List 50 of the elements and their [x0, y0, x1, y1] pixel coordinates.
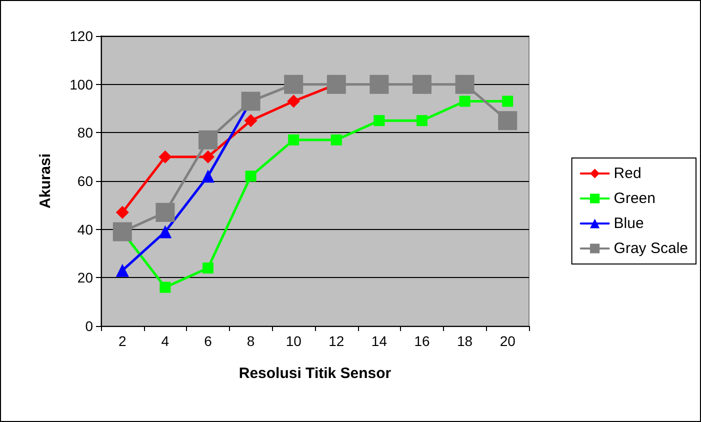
point — [158, 150, 172, 164]
legend-label: Gray Scale — [614, 240, 688, 257]
y-tick-label: 120 — [70, 28, 94, 44]
y-tick-label: 0 — [85, 318, 94, 334]
point — [202, 150, 214, 164]
x-axis-title: Resolusi Titik Sensor — [238, 365, 392, 382]
point — [326, 74, 346, 94]
point — [455, 74, 474, 94]
point — [288, 134, 300, 146]
y-tick-label: 20 — [77, 270, 94, 286]
x-tick-label: 2 — [118, 333, 126, 349]
y-tick-label: 40 — [77, 221, 94, 238]
x-tick-label: 4 — [161, 333, 170, 349]
point — [241, 92, 260, 111]
point — [459, 96, 470, 107]
point — [498, 111, 518, 130]
point — [116, 264, 129, 277]
y-axis-title: Akurasi — [37, 153, 54, 209]
legend-label: Red — [614, 165, 642, 182]
x-tick-label: 18 — [457, 333, 473, 349]
point — [156, 202, 175, 222]
x-tick-label: 16 — [414, 333, 430, 349]
point — [158, 225, 172, 238]
x-tick-label: 6 — [204, 333, 212, 349]
point — [416, 115, 428, 126]
point — [245, 170, 256, 182]
x-tick-label: 14 — [371, 333, 388, 349]
point — [287, 94, 300, 108]
legend-label: Green — [614, 190, 656, 207]
point — [160, 282, 171, 293]
point — [112, 222, 132, 242]
x-tick-label: 20 — [500, 333, 516, 349]
x-tick-label: 8 — [246, 333, 255, 349]
point — [374, 115, 385, 126]
point — [370, 74, 389, 94]
point — [198, 130, 218, 150]
y-tick-label: 80 — [77, 124, 94, 141]
point — [202, 262, 214, 274]
point — [202, 170, 214, 183]
legend-label: Blue — [614, 215, 644, 232]
point — [502, 96, 514, 107]
point — [412, 74, 432, 94]
point — [116, 206, 129, 219]
y-tick-label: 60 — [77, 173, 94, 189]
y-tick-label: 100 — [70, 76, 94, 92]
point — [284, 74, 304, 94]
x-tick-label: 10 — [286, 333, 302, 349]
x-tick-label: 12 — [328, 333, 344, 349]
point — [330, 134, 342, 146]
point — [244, 114, 258, 128]
